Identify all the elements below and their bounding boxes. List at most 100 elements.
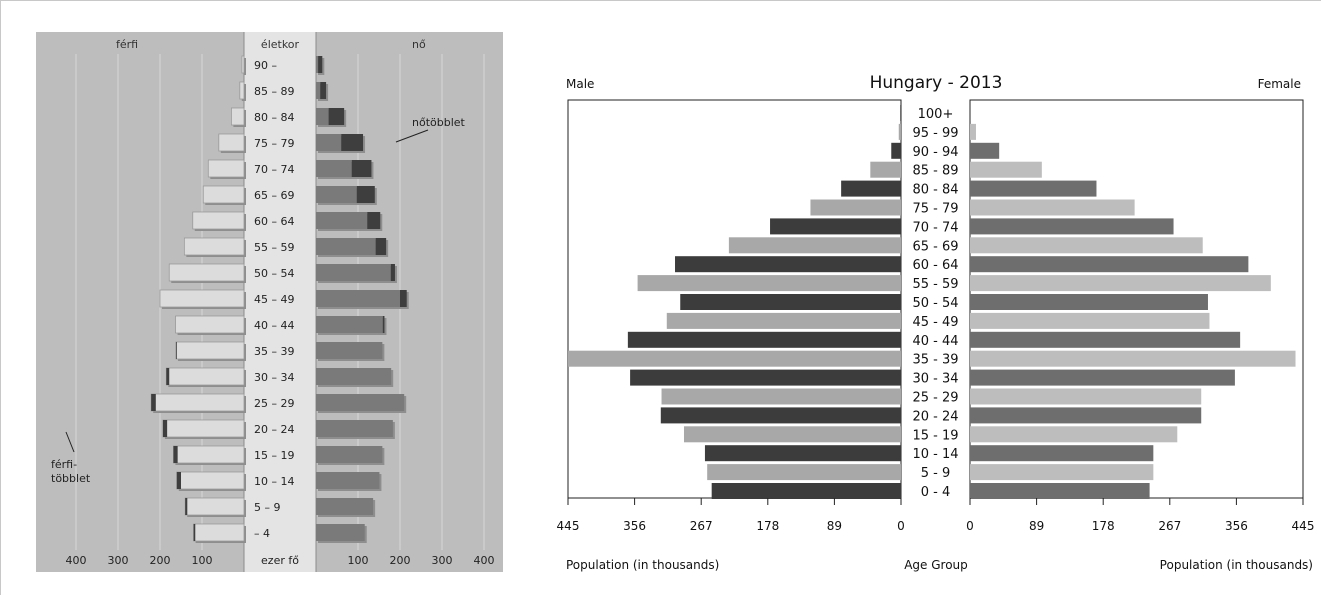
age-group-label: 75 - 79 xyxy=(912,202,958,217)
age-header: életkor xyxy=(261,38,300,51)
age-group-label: 100+ xyxy=(918,107,954,122)
male-bar xyxy=(891,142,901,159)
female-bar xyxy=(970,294,1208,310)
female-bar xyxy=(316,316,383,333)
female-bar xyxy=(316,290,400,307)
female-bar xyxy=(316,472,380,489)
x-axis-label-age: Age Group xyxy=(904,558,968,572)
male-bar xyxy=(568,350,901,367)
age-group-label: 50 – 54 xyxy=(254,267,295,280)
female-tick-label: 200 xyxy=(390,554,411,567)
female-bar xyxy=(316,420,393,437)
female-bar xyxy=(970,369,1235,386)
male-tick-label: 445 xyxy=(557,519,580,533)
age-group-label: 80 - 84 xyxy=(912,183,958,198)
male-surplus-bar xyxy=(185,498,188,515)
female-bar xyxy=(316,108,329,125)
female-bar xyxy=(970,142,1000,159)
age-group-label: 70 – 74 xyxy=(254,163,295,176)
male-bar xyxy=(770,218,901,235)
female-bar xyxy=(970,199,1135,216)
male-bar xyxy=(241,55,245,74)
female-bar xyxy=(316,56,319,73)
female-bar xyxy=(970,464,1154,481)
male-bar xyxy=(810,199,901,216)
female-surplus-bar xyxy=(351,160,372,177)
male-bar xyxy=(637,275,901,292)
female-tick-label: 89 xyxy=(1029,519,1044,533)
male-bar xyxy=(193,523,245,542)
male-bar xyxy=(202,185,245,204)
female-bar xyxy=(970,312,1210,329)
male-bar xyxy=(680,294,901,310)
age-group-label: 15 - 19 xyxy=(912,428,958,443)
male-tick-label: 400 xyxy=(66,554,87,567)
male-bar xyxy=(683,426,901,443)
male-bar xyxy=(239,81,245,100)
female-bar xyxy=(970,483,1150,499)
female-bar xyxy=(970,426,1178,443)
x-axis-label-female: Population (in thousands) xyxy=(1160,558,1313,572)
age-group-label: 40 - 44 xyxy=(912,334,958,349)
male-bar xyxy=(630,369,901,386)
male-bar xyxy=(711,483,901,499)
age-group-label: 15 – 19 xyxy=(254,449,295,462)
male-surplus-bar xyxy=(166,368,170,385)
unit-label: ezer fő xyxy=(261,554,299,567)
x-axis-label-male: Population (in thousands) xyxy=(566,558,719,572)
male-bar xyxy=(230,107,245,126)
age-group-label: 25 - 29 xyxy=(912,391,958,406)
female-surplus-bar xyxy=(341,134,364,151)
male-bar xyxy=(870,161,901,178)
age-group-label: 95 - 99 xyxy=(912,126,958,141)
age-group-label: 10 – 14 xyxy=(254,475,295,488)
female-tick-label: 267 xyxy=(1158,519,1181,533)
female-tick-label: 100 xyxy=(348,554,369,567)
age-group-label: 45 - 49 xyxy=(912,315,958,330)
male-bar xyxy=(704,445,901,462)
female-tick-label: 400 xyxy=(474,554,495,567)
male-bar xyxy=(165,367,245,386)
female-bar xyxy=(970,237,1203,254)
male-label: Male xyxy=(566,77,594,91)
male-surplus-bar xyxy=(151,394,156,411)
annotation-male-surplus-line2: többlet xyxy=(51,472,91,485)
male-bar xyxy=(175,315,245,334)
female-bar xyxy=(970,407,1202,424)
male-tick-label: 267 xyxy=(690,519,713,533)
age-group-label: – 4 xyxy=(254,527,270,540)
female-bar xyxy=(970,218,1174,235)
female-bar xyxy=(316,524,365,541)
age-group-label: 85 – 89 xyxy=(254,85,295,98)
male-bar xyxy=(841,180,901,197)
male-bar xyxy=(218,133,245,152)
male-surplus-bar xyxy=(176,472,181,489)
female-surplus-bar xyxy=(400,290,407,307)
age-group-label: 5 - 9 xyxy=(921,466,951,481)
male-bar xyxy=(173,445,245,464)
female-bar xyxy=(970,180,1097,197)
age-group-label: 45 – 49 xyxy=(254,293,295,306)
male-surplus-bar xyxy=(193,524,196,541)
female-bar xyxy=(316,238,376,255)
female-bar xyxy=(970,331,1241,348)
female-tick-label: 300 xyxy=(432,554,453,567)
female-bar xyxy=(316,394,405,411)
age-group-label: 60 - 64 xyxy=(912,258,958,273)
female-bar xyxy=(316,264,391,281)
chart-title: Hungary - 2013 xyxy=(870,73,1003,93)
male-bar xyxy=(660,407,901,424)
age-group-label: 10 - 14 xyxy=(912,447,958,462)
female-surplus-bar xyxy=(367,212,381,229)
age-column xyxy=(244,32,316,572)
female-surplus-bar xyxy=(320,82,327,99)
male-header: férfi xyxy=(116,38,138,51)
age-group-label: 55 - 59 xyxy=(912,277,958,292)
age-group-label: 80 – 84 xyxy=(254,111,295,124)
male-bar xyxy=(627,331,901,348)
age-group-label: 5 – 9 xyxy=(254,501,281,514)
age-group-label: 75 – 79 xyxy=(254,137,295,150)
age-group-label: 35 – 39 xyxy=(254,345,295,358)
age-group-label: 40 – 44 xyxy=(254,319,295,332)
